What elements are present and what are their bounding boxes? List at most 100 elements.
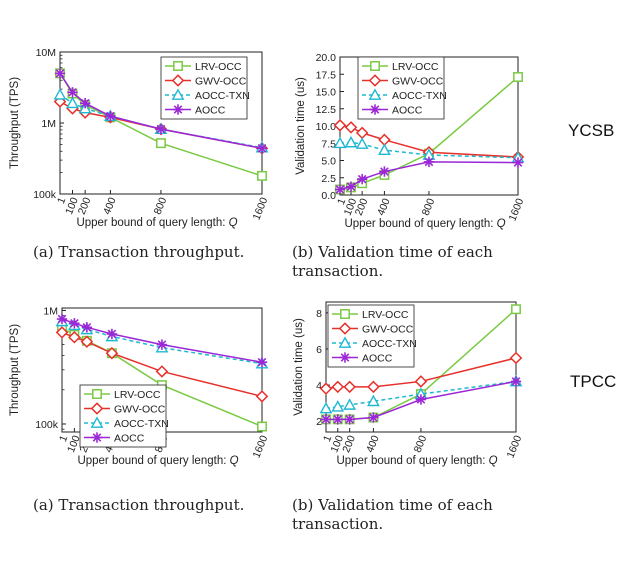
y-tick-label: 10M bbox=[36, 47, 56, 59]
data-point bbox=[257, 421, 267, 432]
legend-entry: LRV-OCC bbox=[165, 61, 242, 73]
star-marker-stroke bbox=[157, 340, 167, 349]
star-marker-stroke bbox=[416, 395, 426, 404]
data-point bbox=[510, 376, 522, 387]
star-marker-stroke bbox=[369, 413, 378, 422]
legend-marker bbox=[90, 402, 104, 415]
series-gwv-occ bbox=[319, 351, 523, 395]
data-point bbox=[344, 135, 358, 148]
legend-marker bbox=[173, 61, 183, 71]
y-axis: 100k 1M 10M bbox=[33, 47, 64, 201]
legend-label: AOCC-TXN bbox=[195, 90, 250, 102]
legend-label: AOCC bbox=[114, 433, 145, 445]
y-axis-title: Validation time (us) bbox=[293, 318, 305, 416]
legend: LRV-OCC GWV-OCC AOCC-TXN AOCC bbox=[160, 56, 250, 120]
caption-line: (a) Transaction throughput. bbox=[33, 496, 245, 514]
x-tick-label: 1600 bbox=[506, 197, 526, 223]
x-axis-title-text: Upper bound of query length: bbox=[76, 217, 228, 229]
legend-label: LRV-OCC bbox=[114, 389, 161, 401]
star-marker-stroke bbox=[92, 433, 102, 442]
y-tick-label: 6 bbox=[316, 344, 322, 356]
legend-marker bbox=[368, 88, 382, 100]
data-point bbox=[66, 96, 79, 109]
legend-label: AOCC-TXN bbox=[362, 338, 417, 350]
star-marker-stroke bbox=[80, 98, 90, 108]
x-tick-label: 1 bbox=[55, 196, 68, 206]
data-point bbox=[379, 166, 390, 177]
x-tick-label: 200 bbox=[340, 434, 358, 455]
y-axis: 0.0 2.5 5.0 7.5 10.0 12.5 15.0 17.5 20.0 bbox=[316, 52, 344, 202]
legend-entry: AOCC bbox=[84, 432, 145, 445]
x-tick-label: 800 bbox=[152, 196, 170, 217]
data-point bbox=[332, 414, 343, 425]
caption-line: (b) Validation time of each bbox=[292, 496, 493, 514]
y-tick-label: 100k bbox=[33, 189, 57, 201]
star-marker-stroke bbox=[257, 144, 267, 153]
legend: LRV-OCC GWV-OCC AOCC-TXN AOCC bbox=[357, 56, 447, 120]
y-axis: 100k 1M bbox=[35, 305, 66, 431]
legend-entry: LRV-OCC bbox=[84, 389, 161, 401]
legend-marker bbox=[368, 74, 382, 87]
star-marker-stroke bbox=[68, 88, 77, 97]
x-tick-label: 400 bbox=[101, 196, 119, 217]
caption-tpcc-validation: (b) Validation time of each transaction. bbox=[292, 496, 542, 534]
data-point bbox=[319, 401, 333, 414]
data-point bbox=[320, 414, 332, 425]
star-marker-stroke bbox=[82, 322, 92, 332]
row-label-ycsb: YCSB bbox=[568, 121, 615, 140]
legend: LRV-OCC GWV-OCC AOCC-TXN AOCC bbox=[79, 384, 169, 448]
legend-entry: GWV-OCC bbox=[332, 322, 414, 336]
x-tick-label: 400 bbox=[375, 197, 393, 218]
x-axis-title-text: Upper bound of query length: bbox=[77, 455, 229, 467]
series-aocc bbox=[54, 68, 268, 154]
legend-label: GWV-OCC bbox=[114, 404, 166, 416]
data-point bbox=[69, 318, 80, 329]
caption-line: transaction. bbox=[292, 262, 384, 280]
x-tick-label: 1600 bbox=[250, 196, 270, 222]
legend-entry: GWV-OCC bbox=[84, 402, 166, 416]
legend-marker bbox=[172, 104, 184, 115]
legend-entry: LRV-OCC bbox=[362, 61, 439, 73]
x-tick-label: 200 bbox=[76, 196, 94, 217]
y-tick-label: 12.5 bbox=[316, 104, 337, 116]
caption-tpcc-throughput: (a) Transaction throughput. bbox=[33, 496, 283, 515]
y-tick-label: 0.0 bbox=[321, 190, 336, 202]
tpcc-throughput-chart: 100k1M11002004008001600Upper bound of qu… bbox=[9, 305, 270, 467]
data-point bbox=[54, 68, 66, 79]
legend-entry: GWV-OCC bbox=[165, 74, 247, 88]
star-marker-stroke bbox=[380, 167, 389, 176]
data-point bbox=[423, 156, 435, 168]
data-point bbox=[334, 184, 346, 195]
legend-marker bbox=[338, 322, 352, 335]
x-tick-label: 1 bbox=[57, 434, 70, 444]
y-tick-label: 1M bbox=[43, 305, 58, 317]
series-gwv-occ bbox=[55, 326, 269, 403]
legend-label: AOCC bbox=[362, 353, 393, 365]
star-marker-stroke bbox=[156, 124, 166, 134]
star-marker-stroke bbox=[370, 105, 380, 114]
data-point bbox=[414, 375, 428, 388]
x-axis-title-var: Q bbox=[230, 455, 239, 467]
series-aocc bbox=[320, 376, 522, 425]
x-axis-title: Upper bound of query length: Q bbox=[76, 217, 237, 229]
legend-entry: GWV-OCC bbox=[362, 74, 444, 88]
y-axis-title: Throughput (TPS) bbox=[9, 77, 21, 169]
data-point bbox=[333, 136, 347, 149]
y-tick-label: 10.0 bbox=[316, 121, 337, 133]
data-point bbox=[513, 72, 523, 82]
star-marker-stroke bbox=[70, 318, 79, 328]
data-point bbox=[356, 173, 368, 185]
y-tick-label: 2 bbox=[316, 416, 322, 428]
x-tick-label: 1600 bbox=[504, 434, 524, 460]
star-marker-stroke bbox=[346, 182, 356, 192]
star-marker-stroke bbox=[57, 314, 67, 324]
data-point bbox=[155, 138, 166, 149]
star-marker-stroke bbox=[424, 157, 434, 167]
star-marker-stroke bbox=[173, 105, 183, 114]
legend-label: GWV-OCC bbox=[362, 324, 414, 336]
data-point bbox=[333, 119, 347, 132]
legend-marker bbox=[90, 416, 104, 428]
caption-line: (a) Transaction throughput. bbox=[33, 243, 245, 261]
x-axis-title: Upper bound of query length: Q bbox=[344, 218, 505, 230]
data-point bbox=[105, 346, 119, 360]
